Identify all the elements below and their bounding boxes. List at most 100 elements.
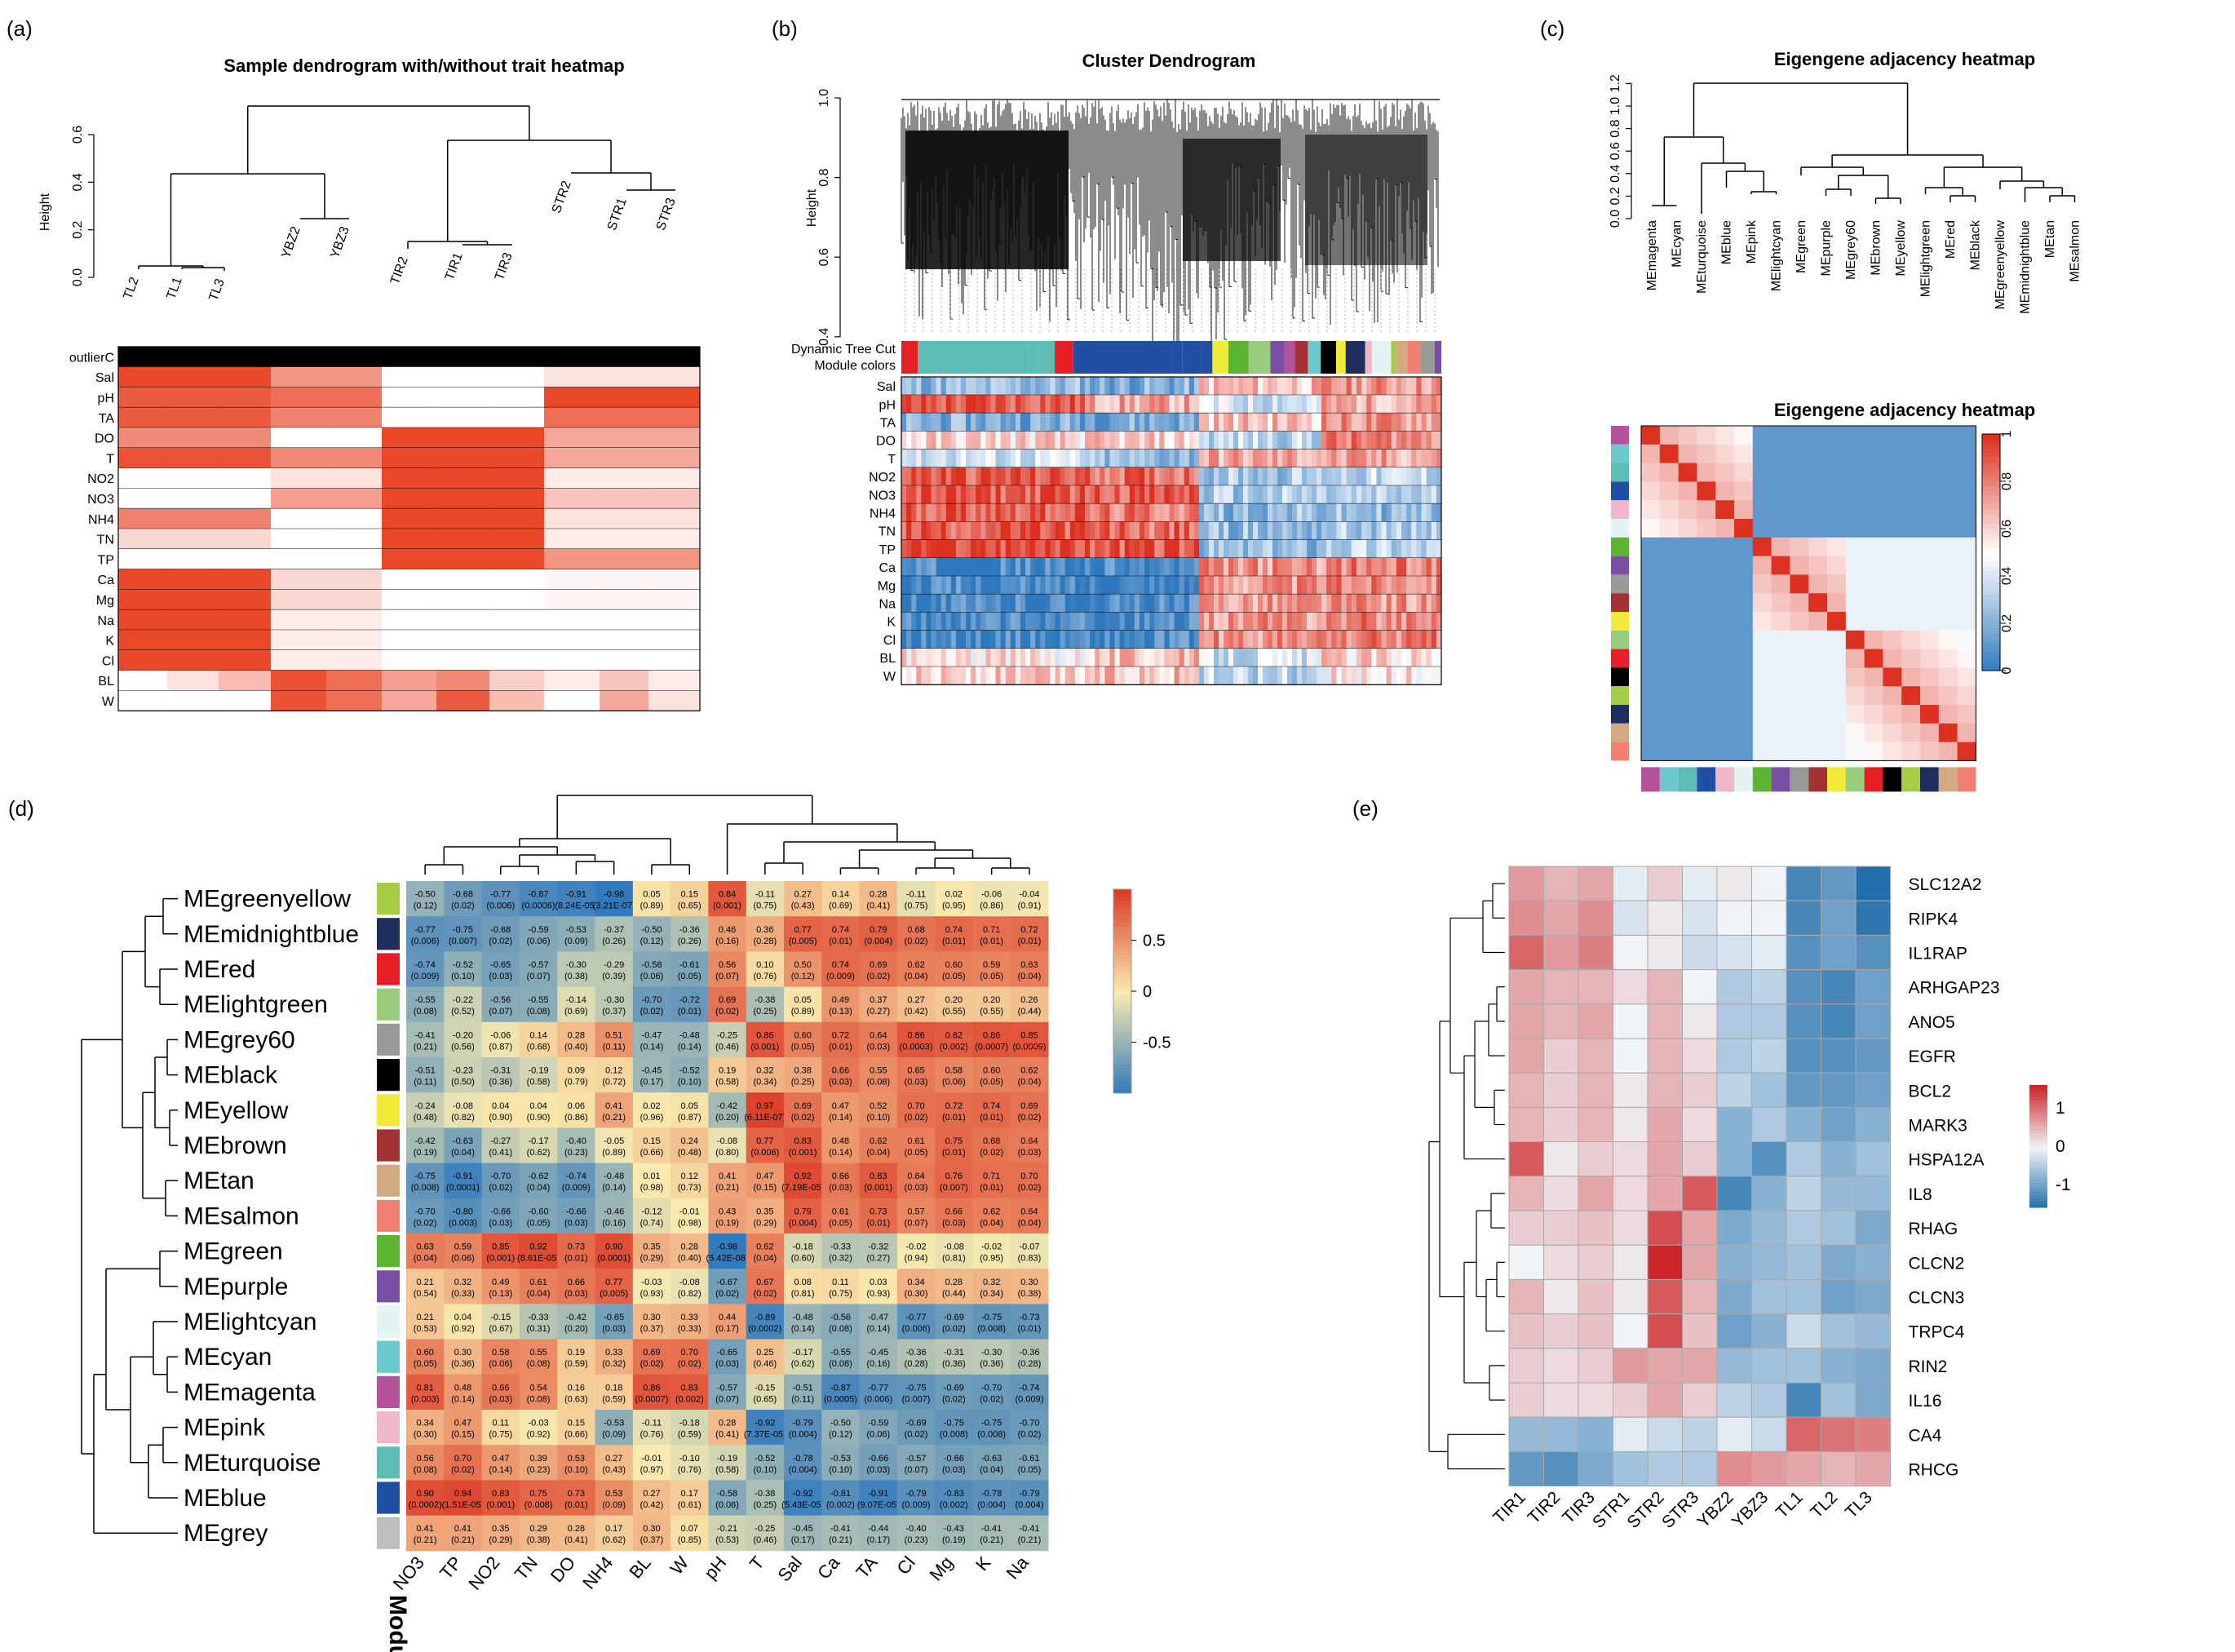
heat-cell <box>436 366 490 388</box>
heat-cell <box>1233 594 1239 613</box>
module-color-segment <box>1046 341 1056 357</box>
trait-row-label: DO <box>876 435 896 449</box>
heat-cell <box>896 1163 936 1199</box>
heat-cell <box>1808 630 1828 649</box>
heat-cell <box>1015 649 1021 667</box>
heat-cell <box>976 558 981 577</box>
cell-pvalue: (0.006) <box>864 1394 892 1404</box>
heat-cell <box>1000 467 1007 486</box>
cell-correlation: 0.27 <box>605 1454 622 1464</box>
heat-cell <box>382 569 437 590</box>
cell-correlation: -0.81 <box>830 1489 851 1499</box>
trait-row-label: T <box>106 452 114 466</box>
heat-cell <box>976 649 981 667</box>
heat-cell <box>1060 413 1066 432</box>
heat-cell <box>1060 576 1066 595</box>
heat-cell <box>859 1269 898 1304</box>
heat-cell <box>1697 574 1716 594</box>
heat-cell <box>708 916 747 952</box>
heat-cell <box>1317 612 1322 631</box>
heat-cell <box>1069 521 1076 540</box>
heat-cell <box>1090 467 1095 486</box>
heat-cell <box>936 521 942 540</box>
heat-cell <box>1144 612 1150 631</box>
legend-gradient-step <box>2029 1143 2047 1147</box>
heat-cell <box>1090 539 1095 558</box>
heat-cell <box>444 1092 482 1128</box>
heat-cell <box>1697 426 1716 445</box>
module-color-segment <box>1365 357 1373 374</box>
heat-cell <box>1159 485 1165 504</box>
cell-correlation: 0.36 <box>756 925 773 935</box>
heat-cell <box>1578 1382 1613 1418</box>
heat-cell <box>1431 649 1437 667</box>
heat-cell <box>990 449 996 467</box>
heat-cell <box>896 1304 936 1340</box>
heat-cell <box>1268 576 1273 595</box>
heat-cell <box>1209 667 1215 685</box>
heat-cell <box>985 649 991 667</box>
heat-cell <box>1204 449 1210 467</box>
heat-cell <box>1193 558 1200 577</box>
module-row-label: MEblack <box>184 1062 278 1089</box>
heat-cell <box>1292 649 1298 667</box>
heat-cell <box>1682 1210 1718 1246</box>
heat-cell <box>1020 485 1026 504</box>
heat-cell <box>382 467 437 489</box>
module-row-label: MElightcyan <box>184 1309 316 1335</box>
heat-cell <box>1578 1038 1613 1074</box>
heat-cell <box>1317 558 1322 577</box>
heat-cell <box>1238 539 1244 558</box>
heat-cell <box>406 916 445 952</box>
heat-cell <box>1326 485 1332 504</box>
heat-cell <box>1035 413 1041 432</box>
cell-correlation: 0.64 <box>1020 1207 1038 1216</box>
heat-cell <box>1411 485 1417 504</box>
heat-cell <box>1055 558 1060 577</box>
cell-correlation: -0.31 <box>944 1348 964 1357</box>
heat-cell <box>1209 612 1215 631</box>
cell-correlation: -0.04 <box>1019 890 1039 900</box>
heat-cell <box>1613 1176 1649 1211</box>
heat-cell <box>911 521 917 540</box>
cell-correlation: -0.36 <box>1019 1348 1039 1357</box>
heat-cell <box>1771 574 1790 594</box>
heat-cell <box>1209 630 1215 649</box>
heat-cell <box>1224 667 1229 685</box>
cell-pvalue: (6.11E-07) <box>744 1113 786 1123</box>
cell-correlation: 0.41 <box>454 1524 471 1534</box>
heat-cell <box>1361 467 1367 486</box>
module-row-label: MEpurple <box>184 1273 288 1300</box>
heat-cell <box>1069 503 1076 522</box>
heat-cell <box>1771 426 1790 445</box>
heat-cell <box>926 539 932 558</box>
legend-gradient-step <box>2029 1122 2047 1126</box>
heat-cell <box>406 1057 445 1093</box>
legend-gradient-step <box>1113 930 1131 935</box>
heat-cell <box>1431 612 1437 631</box>
sample-leaf-label: TL2 <box>121 275 141 301</box>
cell-correlation: 0.73 <box>870 1207 887 1216</box>
heat-cell <box>1268 594 1273 613</box>
heat-cell <box>1238 576 1244 595</box>
sample-column-label: STR3 <box>1658 1488 1702 1532</box>
legend-gradient-step <box>2029 1152 2047 1156</box>
heat-cell <box>1074 630 1081 649</box>
heat-cell <box>1035 539 1041 558</box>
heat-cell <box>1199 485 1205 504</box>
heat-cell <box>1790 723 1809 742</box>
heat-cell <box>960 630 967 649</box>
heat-cell <box>971 377 976 396</box>
heat-cell <box>990 558 996 577</box>
heat-cell <box>1920 630 1940 649</box>
cell-pvalue: (0.36) <box>942 1359 966 1369</box>
heat-cell <box>1336 612 1342 631</box>
cell-correlation: 0.90 <box>605 1242 622 1252</box>
cell-pvalue: (0.002) <box>940 1500 968 1510</box>
heat-cell <box>1144 395 1150 414</box>
heat-cell <box>1543 1003 1579 1039</box>
heat-cell <box>1827 686 1847 706</box>
cell-correlation: 0.62 <box>983 1207 1000 1216</box>
heat-cell <box>1287 413 1293 432</box>
cell-correlation: 0.41 <box>719 1171 736 1181</box>
